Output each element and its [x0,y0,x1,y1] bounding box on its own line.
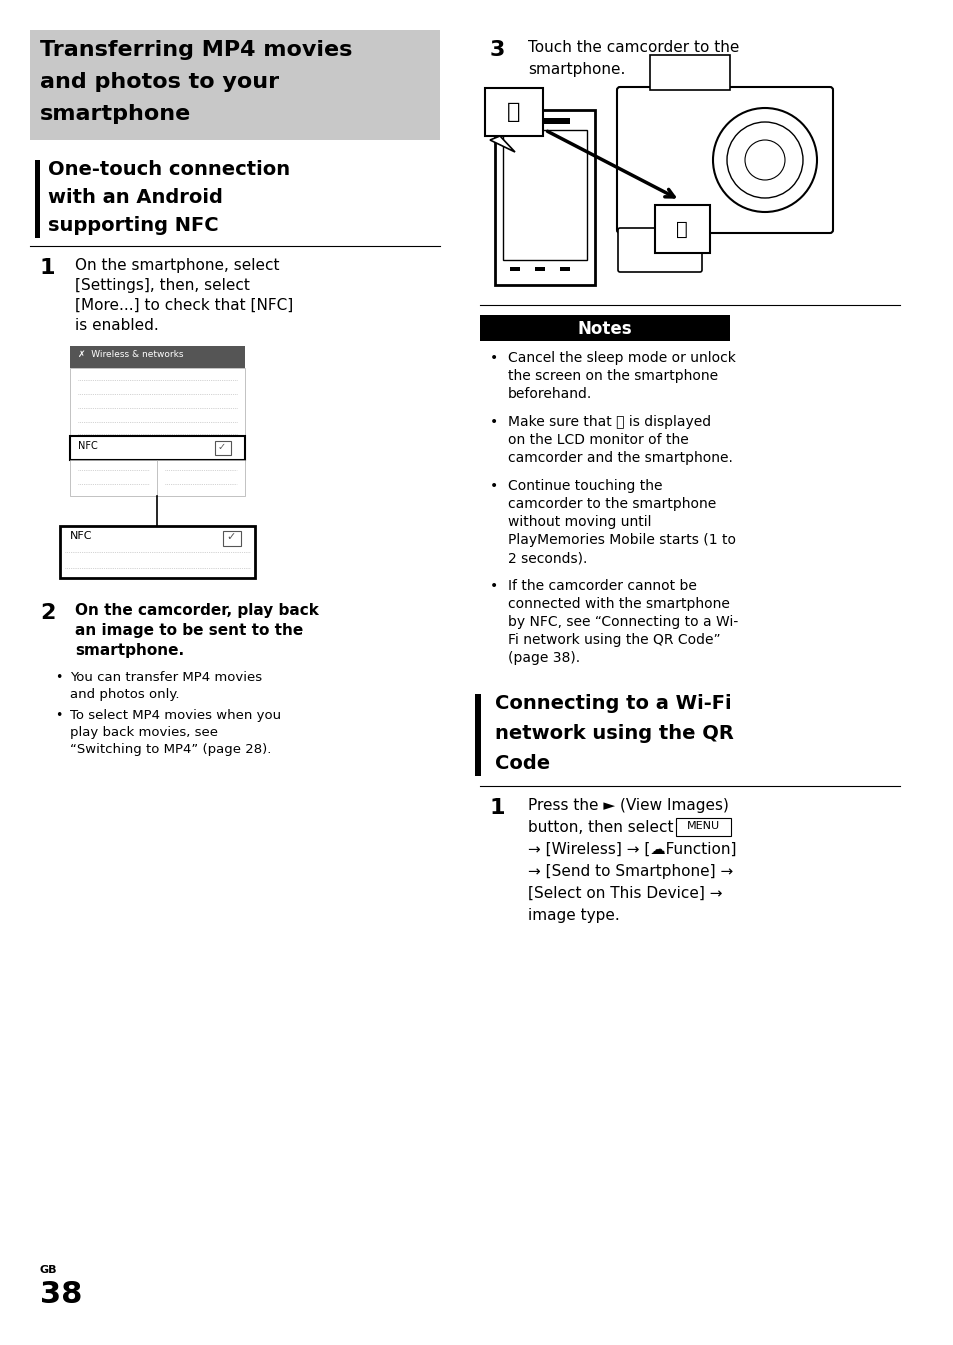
Text: connected with the smartphone: connected with the smartphone [507,597,729,611]
Text: ⓝ: ⓝ [507,102,520,122]
Text: → [Send to Smartphone] →: → [Send to Smartphone] → [527,863,733,880]
Bar [30,30,439,140]
Text: → [Wireless] → [☁Function]: → [Wireless] → [☁Function] [527,842,736,857]
Text: On the smartphone, select: On the smartphone, select [75,258,279,273]
Bar [535,268,544,270]
Text: You can transfer MP4 movies: You can transfer MP4 movies [70,671,262,685]
Text: 38: 38 [40,1280,82,1309]
Bar [502,130,586,260]
Bar [510,268,519,270]
FancyBboxPatch shape [618,229,701,272]
Text: button, then select: button, then select [527,820,673,835]
Bar [495,110,595,285]
Text: smartphone.: smartphone. [75,643,184,658]
Text: [Settings], then, select: [Settings], then, select [75,278,250,293]
Text: •: • [490,479,497,494]
Bar [484,87,542,136]
Text: network using the QR: network using the QR [495,724,733,742]
Text: •: • [490,416,497,429]
Text: •: • [55,671,62,685]
Text: camcorder and the smartphone.: camcorder and the smartphone. [507,451,732,465]
Bar [70,346,245,369]
Bar [223,531,241,546]
Text: MENU: MENU [686,820,719,831]
Text: Continue touching the: Continue touching the [507,479,661,494]
Text: image type.: image type. [527,908,619,923]
Text: •: • [55,709,62,722]
Text: Transferring MP4 movies: Transferring MP4 movies [40,40,352,61]
Text: GB: GB [40,1266,57,1275]
Polygon shape [490,136,515,152]
Bar [70,460,245,496]
Text: ⓝ: ⓝ [676,219,687,238]
Bar [559,268,569,270]
Text: ✓: ✓ [226,533,235,542]
Text: •: • [490,578,497,593]
Bar [676,818,730,837]
Text: NFC: NFC [78,441,97,451]
Text: Make sure that ⓝ is displayed: Make sure that ⓝ is displayed [507,416,710,429]
Text: 1: 1 [40,258,55,278]
Text: Touch the camcorder to the: Touch the camcorder to the [527,40,739,55]
Bar [70,436,245,460]
Bar [475,694,480,776]
Text: ✗  Wireless & networks: ✗ Wireless & networks [78,350,183,359]
Bar [35,160,40,238]
Text: is enabled.: is enabled. [75,317,158,334]
Text: 2 seconds).: 2 seconds). [507,551,587,565]
Text: [Select on This Device] →: [Select on This Device] → [527,886,721,901]
Text: the screen on the smartphone: the screen on the smartphone [507,369,718,383]
Text: without moving until: without moving until [507,515,651,529]
Text: [More...] to check that [NFC]: [More...] to check that [NFC] [75,299,293,313]
Bar [214,441,231,455]
Text: and photos only.: and photos only. [70,689,179,701]
Text: ✓: ✓ [218,443,226,452]
Text: supporting NFC: supporting NFC [48,217,218,235]
Text: on the LCD monitor of the: on the LCD monitor of the [507,433,688,447]
Bar [70,369,245,436]
Text: with an Android: with an Android [48,188,223,207]
Bar [655,204,709,253]
Text: One-touch connection: One-touch connection [48,160,290,179]
Text: “Switching to MP4” (page 28).: “Switching to MP4” (page 28). [70,742,271,756]
Text: camcorder to the smartphone: camcorder to the smartphone [507,498,716,511]
FancyBboxPatch shape [617,87,832,233]
Text: To select MP4 movies when you: To select MP4 movies when you [70,709,281,722]
Text: If the camcorder cannot be: If the camcorder cannot be [507,578,696,593]
Text: play back movies, see: play back movies, see [70,726,218,738]
Text: beforehand.: beforehand. [507,387,592,401]
Text: 2: 2 [40,603,55,623]
Text: an image to be sent to the: an image to be sent to the [75,623,303,638]
Text: Fi network using the QR Code”: Fi network using the QR Code” [507,633,720,647]
Text: On the camcorder, play back: On the camcorder, play back [75,603,318,617]
Text: Press the ► (View Images): Press the ► (View Images) [527,798,728,812]
Text: 1: 1 [490,798,505,818]
Text: NFC: NFC [70,531,92,541]
Text: Cancel the sleep mode or unlock: Cancel the sleep mode or unlock [507,351,735,364]
Text: •: • [490,351,497,364]
Text: Connecting to a Wi-Fi: Connecting to a Wi-Fi [495,694,731,713]
Text: PlayMemories Mobile starts (1 to: PlayMemories Mobile starts (1 to [507,533,735,547]
Bar [649,55,729,90]
Bar [60,526,254,578]
Text: and photos to your: and photos to your [40,73,279,91]
Text: by NFC, see “Connecting to a Wi-: by NFC, see “Connecting to a Wi- [507,615,738,629]
Text: 3: 3 [490,40,505,61]
Text: Notes: Notes [578,320,632,338]
Text: smartphone: smartphone [40,104,191,124]
Bar [519,118,569,124]
Text: Code: Code [495,755,550,773]
Bar [479,315,729,342]
Text: (page 38).: (page 38). [507,651,579,664]
Text: smartphone.: smartphone. [527,62,625,77]
